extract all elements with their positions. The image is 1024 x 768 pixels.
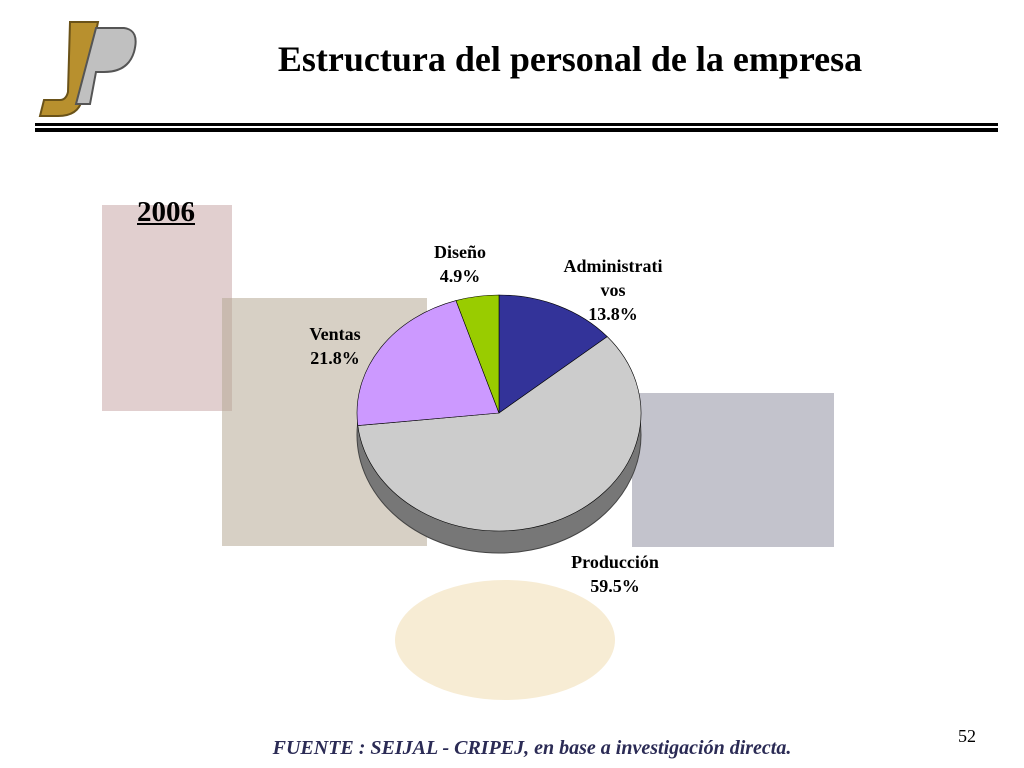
slice-value: 59.5% bbox=[590, 576, 640, 596]
photo bbox=[102, 205, 232, 411]
page-number: 52 bbox=[958, 726, 976, 746]
slice-label: Diseño 4.9% bbox=[410, 240, 510, 288]
pie-slice bbox=[455, 294, 500, 414]
year-label: 2006 bbox=[137, 196, 195, 228]
logo bbox=[38, 21, 137, 117]
pie-slice bbox=[356, 300, 500, 426]
slice-name: Ventas bbox=[309, 324, 361, 344]
source-note: FUENTE : SEIJAL - CRIPEJ, en base a inve… bbox=[272, 737, 792, 759]
slice-name: Administrativos bbox=[563, 256, 663, 300]
slice-value: 13.8% bbox=[588, 304, 638, 324]
photo bbox=[632, 393, 834, 547]
slice-label: Administrativos 13.8% bbox=[563, 254, 663, 326]
slice-name: Diseño bbox=[433, 242, 486, 262]
slice-value: 4.9% bbox=[439, 266, 481, 286]
slice-name: Producción bbox=[571, 552, 659, 572]
slice-label: Ventas 21.8% bbox=[285, 322, 385, 370]
rule bbox=[35, 123, 998, 126]
rule bbox=[35, 128, 998, 132]
photo bbox=[395, 580, 615, 700]
pie-slice bbox=[357, 336, 642, 532]
slide-title: Estructura del personal de la empresa bbox=[277, 39, 863, 79]
slice-label: Producción 59.5% bbox=[565, 550, 665, 598]
slice-value: 21.8% bbox=[310, 348, 360, 368]
pie-slice bbox=[498, 294, 608, 414]
